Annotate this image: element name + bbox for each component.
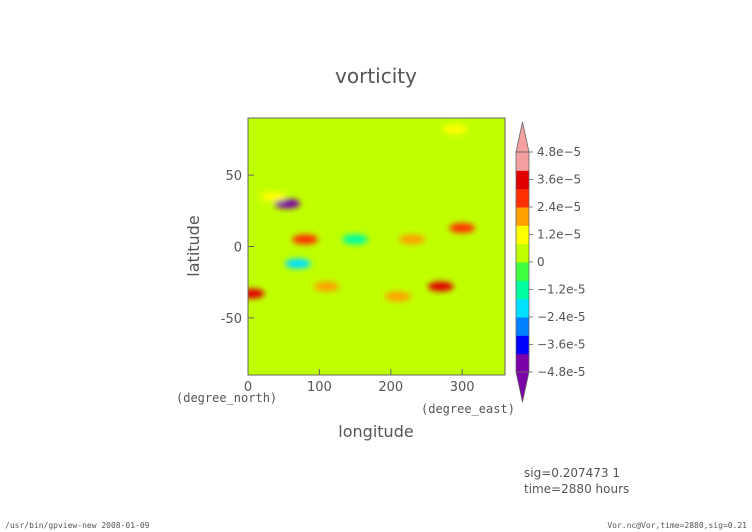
vorticity-feature — [292, 234, 319, 245]
colorbar-label: −4.8e-5 — [537, 365, 586, 379]
colorbar-segment — [516, 280, 529, 300]
y-tick-label: 0 — [234, 241, 242, 256]
x-tick-label: 100 — [307, 380, 332, 395]
field-features — [248, 124, 476, 302]
vorticity-feature — [248, 288, 265, 299]
vorticity-feature — [449, 222, 476, 233]
x-unit-label: (degree_east) — [421, 402, 515, 416]
vorticity-feature — [274, 198, 301, 209]
colorbar-labels: 4.8e−5 3.6e−5 2.4e−5 1.2e−5 0 −1.2e-5 −2.4e-5 −… — [529, 145, 586, 379]
colorbar-segment — [516, 262, 529, 281]
colorbar-segment — [516, 335, 529, 355]
y-axis: 50 0 -50 — [221, 169, 254, 327]
y-axis-label: latitude — [184, 215, 203, 276]
colorbar — [515, 121, 530, 403]
time-info: time=2880 hours — [524, 482, 629, 496]
vorticity-feature — [284, 258, 311, 269]
colorbar-segment — [516, 353, 529, 373]
vorticity-feature — [313, 281, 340, 292]
colorbar-extend-min — [515, 371, 530, 403]
colorbar-label: 3.6e−5 — [537, 173, 581, 187]
colorbar-label: −3.6e-5 — [537, 338, 586, 352]
colorbar-label: 4.8e−5 — [537, 145, 581, 159]
colorbar-segment — [516, 188, 529, 208]
x-tick-label: 300 — [450, 380, 475, 395]
x-tick-label: 0 — [244, 380, 252, 395]
y-unit-label: (degree_north) — [176, 391, 277, 405]
vorticity-feature — [259, 191, 286, 202]
vorticity-feature — [384, 291, 411, 302]
colorbar-segment — [516, 152, 529, 171]
colorbar-segment — [516, 317, 529, 336]
vorticity-feature — [427, 281, 454, 292]
x-axis-label: longitude — [338, 422, 413, 441]
vorticity-feature — [342, 234, 369, 245]
plot-area — [248, 118, 505, 375]
colorbar-extend-max — [515, 121, 530, 153]
chart-title: vorticity — [335, 64, 417, 88]
colorbar-label: 2.4e−5 — [537, 200, 581, 214]
colorbar-label: −1.2e-5 — [537, 283, 586, 297]
colorbar-segment — [516, 243, 529, 263]
colorbar-label: 1.2e−5 — [537, 228, 581, 242]
y-tick-label: -50 — [221, 312, 242, 327]
colorbar-segment — [516, 207, 529, 226]
colorbar-segment — [516, 170, 529, 190]
footer-right: Vor.nc@Vor,time=2880,sig=0.21 — [607, 521, 747, 530]
plot-background — [248, 118, 505, 375]
footer-left: /usr/bin/gpview-new 2008-01-09 — [5, 521, 150, 530]
colorbar-label: 0 — [537, 255, 545, 269]
sig-info: sig=0.207473 1 — [524, 466, 620, 480]
vorticity-feature — [442, 124, 469, 135]
colorbar-segment — [516, 298, 529, 318]
x-tick-label: 200 — [378, 380, 403, 395]
colorbar-segment — [516, 225, 529, 245]
y-tick-label: 50 — [225, 169, 242, 184]
colorbar-label: −2.4e-5 — [537, 310, 586, 324]
vorticity-feature — [399, 234, 426, 245]
x-axis: 0 100 200 300 — [244, 369, 475, 395]
